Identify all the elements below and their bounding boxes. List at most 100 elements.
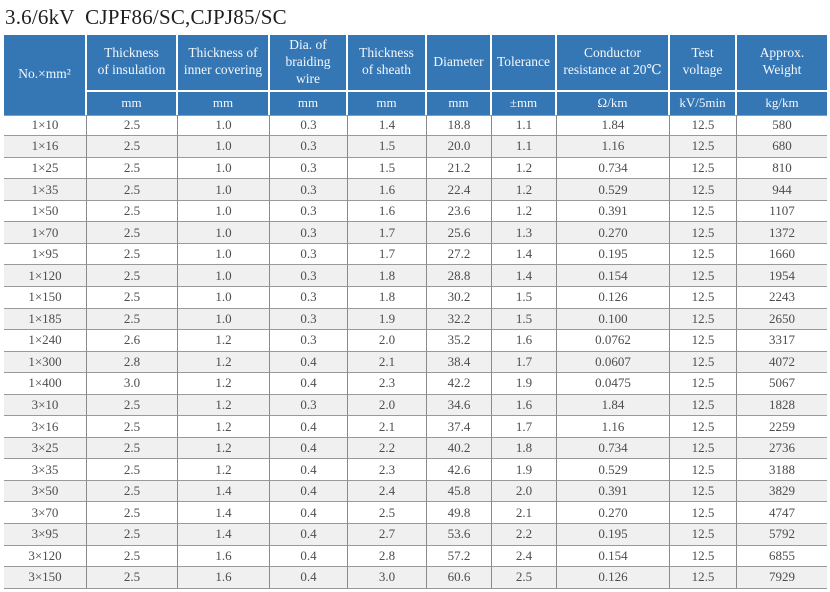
- value-cell: 0.3: [270, 157, 348, 180]
- value-cell: 32.2: [427, 308, 492, 331]
- value-cell: 0.391: [557, 200, 670, 223]
- value-cell: 28.8: [427, 265, 492, 287]
- value-cell: 3317: [737, 330, 827, 352]
- table-row: 1×35 2.5 1.0 0.3 1.6 22.4 1.2 0.529 12.5 944: [4, 179, 827, 201]
- unit-thickness-inner-covering: mm: [178, 91, 270, 115]
- value-cell: 2243: [737, 287, 827, 309]
- spec-size-cell: 1×240: [4, 330, 87, 352]
- spec-size-cell: 1×150: [4, 287, 87, 309]
- value-cell: 2.5: [87, 524, 178, 546]
- value-cell: 38.4: [427, 351, 492, 374]
- value-cell: 2.1: [348, 351, 427, 374]
- table-row: 3×50 2.5 1.4 0.4 2.4 45.8 2.0 0.391 12.5 3829: [4, 480, 827, 503]
- header-diameter: Diameter: [427, 35, 492, 92]
- value-cell: 1.8: [348, 287, 427, 309]
- value-cell: 1107: [737, 200, 827, 223]
- value-cell: 0.4: [270, 567, 348, 589]
- value-cell: 0.270: [557, 502, 670, 525]
- value-cell: 12.5: [670, 373, 737, 395]
- value-cell: 1.2: [178, 330, 270, 352]
- table-row: 3×35 2.5 1.2 0.4 2.3 42.6 1.9 0.529 12.5 3188: [4, 459, 827, 481]
- value-cell: 3.0: [87, 373, 178, 395]
- value-cell: 34.6: [427, 394, 492, 417]
- value-cell: 12.5: [670, 394, 737, 417]
- header-thickness-sheath: Thickness of sheath: [348, 35, 427, 92]
- value-cell: 42.6: [427, 459, 492, 481]
- value-cell: 0.529: [557, 179, 670, 201]
- value-cell: 12.5: [670, 524, 737, 546]
- value-cell: 1828: [737, 394, 827, 417]
- value-cell: 60.6: [427, 567, 492, 589]
- value-cell: 2.5: [87, 567, 178, 589]
- value-cell: 25.6: [427, 222, 492, 244]
- value-cell: 580: [737, 114, 827, 137]
- table-row: 1×300 2.8 1.2 0.4 2.1 38.4 1.7 0.0607 12.5 4072: [4, 351, 827, 374]
- value-cell: 12.5: [670, 437, 737, 460]
- value-cell: 2.5: [87, 243, 178, 266]
- value-cell: 2.3: [348, 459, 427, 481]
- table-row: 1×150 2.5 1.0 0.3 1.8 30.2 1.5 0.126 12.5 2243: [4, 287, 827, 309]
- value-cell: 35.2: [427, 330, 492, 352]
- table-row: 3×70 2.5 1.4 0.4 2.5 49.8 2.1 0.270 12.5 4747: [4, 502, 827, 525]
- value-cell: 1.0: [178, 222, 270, 244]
- value-cell: 2.4: [348, 480, 427, 503]
- value-cell: 1372: [737, 222, 827, 244]
- value-cell: 7929: [737, 567, 827, 589]
- value-cell: 12.5: [670, 287, 737, 309]
- table-row: 1×50 2.5 1.0 0.3 1.6 23.6 1.2 0.391 12.5 1107: [4, 200, 827, 223]
- value-cell: 0.3: [270, 265, 348, 287]
- value-cell: 0.195: [557, 524, 670, 546]
- value-cell: 30.2: [427, 287, 492, 309]
- value-cell: 0.734: [557, 437, 670, 460]
- value-cell: 2.0: [348, 394, 427, 417]
- value-cell: 0.3: [270, 200, 348, 223]
- table-header: No.×mm² Thickness of insulation Thicknes…: [4, 35, 827, 115]
- value-cell: 45.8: [427, 480, 492, 503]
- table-row: 3×120 2.5 1.6 0.4 2.8 57.2 2.4 0.154 12.5 6855: [4, 545, 827, 568]
- spec-size-cell: 1×70: [4, 222, 87, 244]
- value-cell: 1.0: [178, 136, 270, 158]
- value-cell: 12.5: [670, 265, 737, 287]
- header-thickness-insulation: Thickness of insulation: [87, 35, 178, 92]
- value-cell: 2.5: [87, 480, 178, 503]
- value-cell: 1.1: [492, 114, 557, 137]
- value-cell: 1.1: [492, 136, 557, 158]
- unit-approx-weight: kg/km: [737, 91, 827, 115]
- value-cell: 1.7: [348, 222, 427, 244]
- value-cell: 0.0475: [557, 373, 670, 395]
- value-cell: 53.6: [427, 524, 492, 546]
- unit-diameter: mm: [427, 91, 492, 115]
- value-cell: 27.2: [427, 243, 492, 266]
- value-cell: 1.7: [492, 351, 557, 374]
- spec-size-cell: 3×70: [4, 502, 87, 525]
- table-row: 1×70 2.5 1.0 0.3 1.7 25.6 1.3 0.270 12.5 1372: [4, 222, 827, 244]
- value-cell: 2.4: [492, 545, 557, 568]
- unit-tolerance: ±mm: [492, 91, 557, 115]
- value-cell: 2.5: [87, 416, 178, 438]
- value-cell: 12.5: [670, 200, 737, 223]
- value-cell: 0.3: [270, 287, 348, 309]
- value-cell: 3188: [737, 459, 827, 481]
- spec-size-cell: 3×16: [4, 416, 87, 438]
- spec-size-cell: 1×185: [4, 308, 87, 331]
- value-cell: 12.5: [670, 330, 737, 352]
- value-cell: 2.2: [492, 524, 557, 546]
- value-cell: 12.5: [670, 502, 737, 525]
- value-cell: 2.5: [87, 157, 178, 180]
- value-cell: 22.4: [427, 179, 492, 201]
- value-cell: 1.6: [348, 200, 427, 223]
- value-cell: 2.5: [87, 114, 178, 137]
- value-cell: 1.0: [178, 179, 270, 201]
- unit-dia-braiding-wire: mm: [270, 91, 348, 115]
- value-cell: 0.4: [270, 437, 348, 460]
- table-row: 1×120 2.5 1.0 0.3 1.8 28.8 1.4 0.154 12.5 1954: [4, 265, 827, 287]
- value-cell: 0.4: [270, 459, 348, 481]
- value-cell: 680: [737, 136, 827, 158]
- value-cell: 1.84: [557, 394, 670, 417]
- table-row: 1×10 2.5 1.0 0.3 1.4 18.8 1.1 1.84 12.5 580: [4, 114, 827, 137]
- value-cell: 2.5: [87, 265, 178, 287]
- value-cell: 1.8: [492, 437, 557, 460]
- value-cell: 0.4: [270, 545, 348, 568]
- value-cell: 3.0: [348, 567, 427, 589]
- value-cell: 0.154: [557, 265, 670, 287]
